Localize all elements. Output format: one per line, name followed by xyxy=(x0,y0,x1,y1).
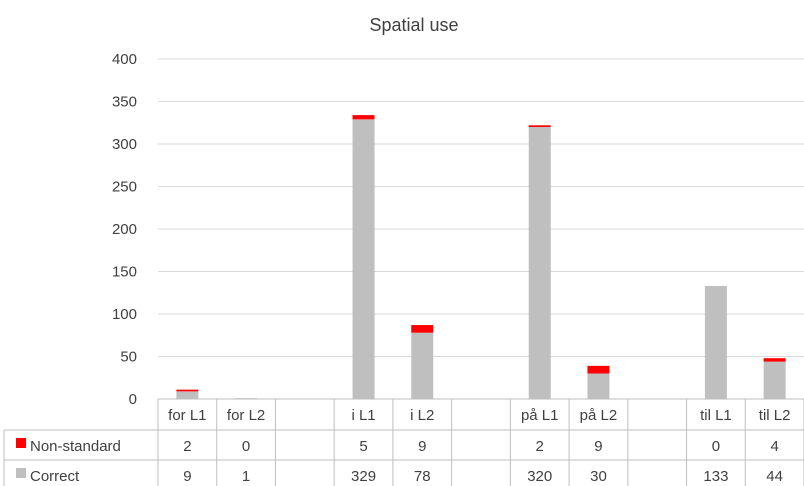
legend-key xyxy=(16,438,26,448)
y-tick-label: 350 xyxy=(112,94,137,111)
bar-correct xyxy=(528,127,551,399)
bar-correct xyxy=(587,373,610,399)
y-tick-label: 150 xyxy=(112,264,137,281)
gridlines xyxy=(158,58,804,357)
category-label: til L2 xyxy=(759,407,791,424)
bar-non-standard xyxy=(411,325,434,333)
category-label: i L1 xyxy=(351,407,375,424)
data-value: 9 xyxy=(183,468,191,485)
data-table: for L1 for L2 i L1 i L2 på L1 på L2 til L1 til … xyxy=(3,398,804,486)
category-label: for L2 xyxy=(227,407,265,424)
y-tick-label: 300 xyxy=(112,136,137,153)
data-value: 4 xyxy=(770,438,778,455)
y-tick-label: 100 xyxy=(112,306,137,323)
data-value: 0 xyxy=(242,438,250,455)
bar-non-standard xyxy=(528,125,551,127)
bar-non-standard xyxy=(763,358,786,362)
category-label: på L2 xyxy=(580,407,618,424)
data-value: 2 xyxy=(536,438,544,455)
y-tick-label: 50 xyxy=(120,349,137,366)
data-value: 30 xyxy=(590,468,607,485)
bar-correct xyxy=(763,361,786,399)
bars xyxy=(176,115,786,399)
bar-correct xyxy=(704,285,727,399)
category-label: på L1 xyxy=(521,407,559,424)
bar-non-standard xyxy=(352,115,375,120)
series-name: Correct xyxy=(30,468,80,485)
y-tick-label: 200 xyxy=(112,221,137,238)
data-value: 1 xyxy=(242,468,250,485)
data-value: 329 xyxy=(351,468,376,485)
series-name: Non-standard xyxy=(30,438,121,455)
data-value: 133 xyxy=(703,468,728,485)
bar-correct xyxy=(352,119,375,399)
bar-non-standard xyxy=(587,365,610,374)
chart-title: Spatial use xyxy=(369,15,458,35)
category-label: til L1 xyxy=(700,407,732,424)
data-value: 0 xyxy=(712,438,720,455)
bar-correct xyxy=(176,391,199,399)
y-axis-ticks: 0 50 100 150 200 250 300 350 400 xyxy=(112,51,137,408)
data-value: 78 xyxy=(414,468,431,485)
y-tick-label: 250 xyxy=(112,179,137,196)
category-label: for L1 xyxy=(168,407,206,424)
legend-key xyxy=(16,468,26,478)
data-value: 44 xyxy=(766,468,783,485)
bar-non-standard xyxy=(176,389,199,392)
data-value: 5 xyxy=(359,438,367,455)
bar-correct xyxy=(411,332,434,399)
y-tick-label: 400 xyxy=(112,51,137,68)
data-value: 320 xyxy=(527,468,552,485)
category-label: i L2 xyxy=(410,407,434,424)
y-tick-label: 0 xyxy=(129,391,137,408)
data-value: 9 xyxy=(594,438,602,455)
data-value: 2 xyxy=(183,438,191,455)
data-value: 9 xyxy=(418,438,426,455)
